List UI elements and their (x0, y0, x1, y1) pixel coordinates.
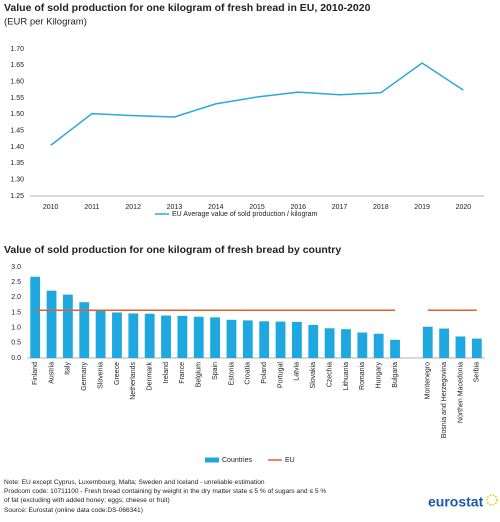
y-tick-label: 1.35 (10, 160, 24, 167)
x-tick-label: Finland (32, 362, 39, 385)
bar (79, 302, 90, 358)
logo: eurostat (428, 494, 484, 510)
y-tick-label: 2.0 (11, 294, 21, 301)
legend-label: Countries (222, 457, 252, 464)
chart-title: Value of sold production for one kilogra… (4, 2, 371, 14)
bar (210, 317, 221, 358)
y-tick-label: 1.55 (10, 95, 24, 102)
y-tick-label: 0.0 (11, 355, 21, 362)
bar (259, 321, 270, 358)
bar (455, 336, 466, 358)
x-tick-label: Portugal (277, 362, 284, 389)
legend-swatch (205, 457, 219, 463)
x-tick-label: Romania (359, 362, 366, 390)
x-tick-label: Germany (81, 362, 88, 391)
x-tick-label: 2014 (208, 204, 224, 211)
bar (62, 294, 73, 358)
source: Source: Eurostat (online data code:DS-06… (4, 507, 143, 514)
y-tick-label: 1.50 (10, 111, 24, 118)
x-tick-label: Austria (48, 362, 55, 384)
legend-label: EU (285, 457, 295, 464)
x-tick-label: 2011 (84, 204, 99, 211)
y-tick-label: 1.5 (11, 309, 21, 316)
bar (226, 319, 237, 358)
y-tick-label: 1.30 (10, 177, 24, 184)
bar (177, 315, 188, 358)
y-tick-label: 2.5 (11, 279, 21, 286)
x-tick-label: France (179, 362, 186, 384)
y-tick-label: 1.0 (11, 325, 21, 332)
x-tick-label: 2016 (290, 204, 306, 211)
x-tick-label: Montenegro (425, 362, 432, 399)
x-tick-label: Italy (65, 362, 72, 375)
x-tick-label: Denmark (147, 362, 154, 391)
x-tick-label: Poland (261, 362, 268, 384)
x-tick-label: Ireland (163, 362, 170, 384)
legend-label: EU Average value of sold production / ki… (172, 211, 318, 218)
note: Note: EU except Cyprus, Luxembourg, Malt… (4, 479, 265, 486)
x-tick-label: Estonia (228, 362, 235, 385)
x-tick-label: Lithuania (343, 362, 350, 391)
x-tick-label: Bulgaria (392, 362, 399, 388)
x-tick-label: 2013 (167, 204, 183, 211)
x-tick-label: 2020 (456, 204, 472, 211)
logo-stars (486, 494, 498, 506)
x-tick-label: 2018 (373, 204, 389, 211)
x-tick-label: Slovenia (97, 362, 104, 389)
y-tick-label: 0.5 (11, 340, 21, 347)
bar (193, 316, 204, 358)
bar (341, 329, 351, 358)
x-tick-label: 2010 (43, 204, 59, 211)
x-tick-label: Northen Macedonia (457, 362, 464, 423)
y-tick-label: 1.70 (10, 46, 24, 53)
x-tick-label: Slovakia (310, 362, 317, 389)
bar (46, 290, 57, 358)
bar (144, 313, 155, 358)
y-tick-label: 1.65 (10, 62, 24, 69)
y-tick-label: 1.60 (10, 79, 24, 86)
x-tick-label: 2019 (414, 204, 430, 211)
bar (324, 328, 335, 358)
bar (275, 321, 286, 358)
x-tick-label: Belgium (196, 362, 203, 387)
bar (128, 313, 139, 358)
x-tick-label: 2012 (125, 204, 141, 211)
line (50, 62, 464, 146)
chart-title: Value of sold production for one kilogra… (4, 244, 341, 256)
bar (422, 326, 433, 358)
bar (291, 321, 302, 358)
x-tick-label: Latvia (294, 362, 301, 381)
y-tick-label: 1.40 (10, 144, 24, 151)
bar (242, 320, 253, 358)
x-tick-label: Spain (212, 362, 219, 380)
x-tick-label: Bosnia and Herzegovina (441, 362, 448, 438)
bar (439, 328, 450, 358)
x-tick-label: Czechia (326, 362, 333, 387)
bar (308, 324, 319, 358)
x-tick-label: 2015 (249, 204, 265, 211)
bar (373, 333, 384, 358)
x-tick-label: Greece (114, 362, 121, 385)
bar (471, 338, 482, 358)
x-tick-label: Netherlands (130, 362, 137, 400)
bar (357, 332, 368, 358)
bar (390, 339, 400, 358)
note: Prodcom code: 10711100 - Fresh bread con… (4, 488, 326, 495)
chart-subtitle: (EUR per Kilogram) (4, 17, 87, 28)
bar (161, 315, 171, 358)
x-tick-label: Croatia (245, 362, 252, 385)
note: of fat (excluding with added honey; eggs… (4, 497, 170, 504)
y-tick-label: 3.0 (11, 264, 21, 271)
bar (30, 276, 41, 358)
y-tick-label: 1.45 (10, 128, 24, 135)
bar (112, 312, 122, 358)
x-tick-label: Hungary (376, 362, 383, 389)
x-tick-label: 2017 (332, 204, 348, 211)
x-tick-label: Serbia (474, 362, 481, 382)
bar (95, 309, 106, 358)
y-tick-label: 1.25 (10, 193, 24, 200)
